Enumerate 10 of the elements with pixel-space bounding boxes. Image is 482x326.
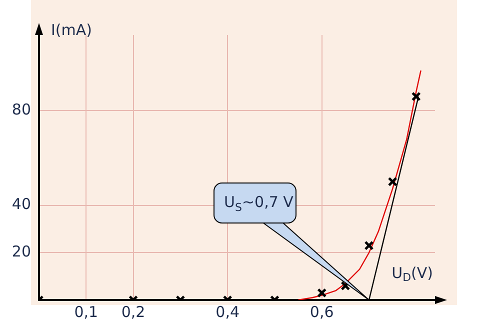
y-tick-label: 80 [12,100,31,119]
speech-bubble: U$_{S}$~0,7 V [214,183,370,301]
y-tick-label: 40 [12,195,31,214]
x-tick-label: 0,6 [310,302,334,321]
x-tick-label: 0,1 [74,302,98,321]
x-tick-label: 0,2 [121,302,146,321]
x-tick-label: 0,4 [216,302,240,321]
y-axis-title: I(mA) [51,20,92,39]
y-tick-label: 20 [12,242,31,261]
annotation: U$_{S}$~0,7 V [224,193,294,214]
